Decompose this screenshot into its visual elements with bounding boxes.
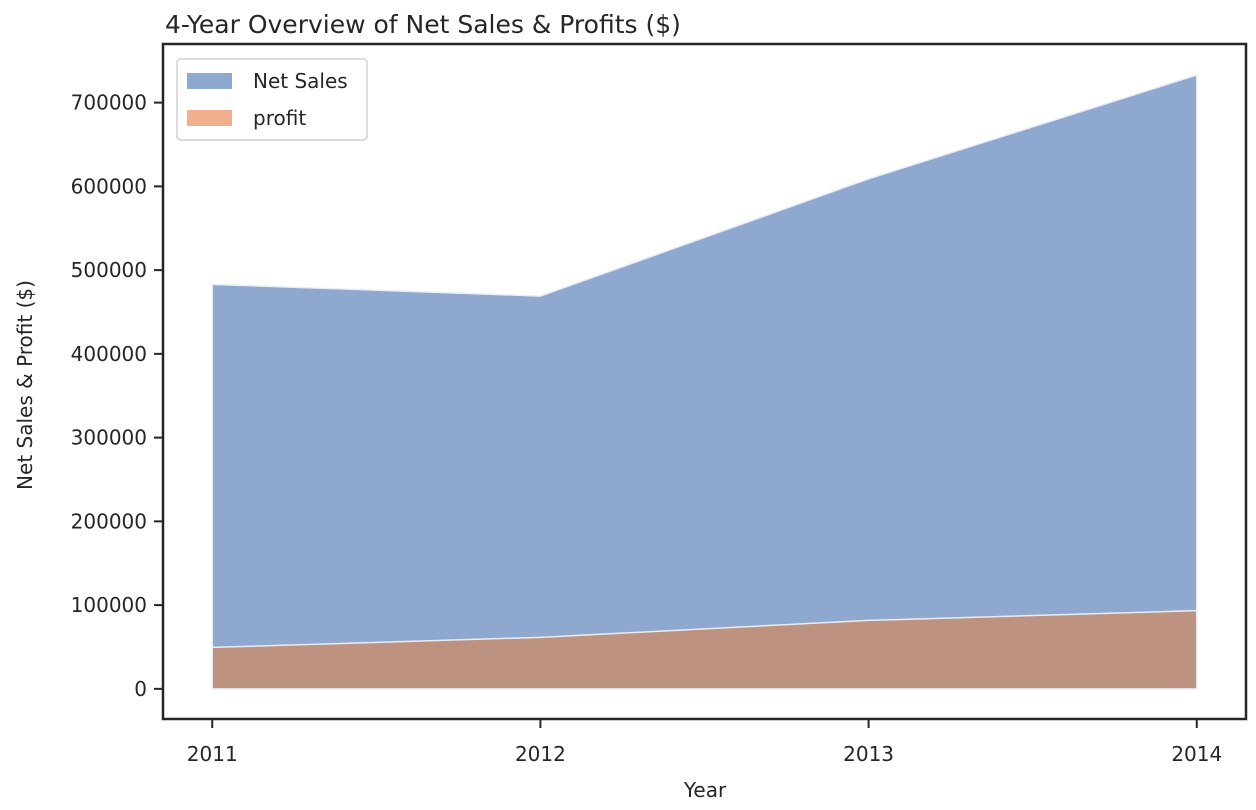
y-tick-label: 500000 [71, 258, 147, 282]
plot-frame [161, 42, 1248, 721]
y-tick-label: 700000 [71, 91, 147, 115]
y-axis-label: Net Sales & Profit ($) [13, 280, 37, 490]
legend-label: profit [253, 106, 306, 130]
legend: Net Sales profit [176, 58, 368, 141]
x-tick-label: 2012 [515, 742, 566, 766]
legend-swatch [187, 110, 232, 126]
y-tick-label: 0 [134, 677, 147, 701]
y-tick-label: 400000 [71, 342, 147, 366]
legend-label: Net Sales [253, 69, 348, 93]
y-tick-label: 600000 [71, 174, 147, 198]
y-tick-label: 200000 [71, 509, 147, 533]
x-axis-label: Year [683, 778, 727, 802]
y-tick-label: 100000 [71, 593, 147, 617]
legend-swatch [187, 73, 232, 89]
y-tick-label: 300000 [71, 426, 147, 450]
x-tick-label: 2014 [1171, 742, 1222, 766]
x-tick-label: 2011 [187, 742, 238, 766]
x-axis: 2011 2012 2013 2014 [187, 719, 1222, 766]
x-tick-label: 2013 [843, 742, 894, 766]
profit-area [211, 609, 1198, 690]
y-axis: 0 100000 200000 300000 400000 500000 600000 700… [71, 91, 163, 701]
chart-title: 4-Year Overview of Net Sales & Profits (… [165, 10, 681, 39]
area-series-group [211, 74, 1198, 690]
